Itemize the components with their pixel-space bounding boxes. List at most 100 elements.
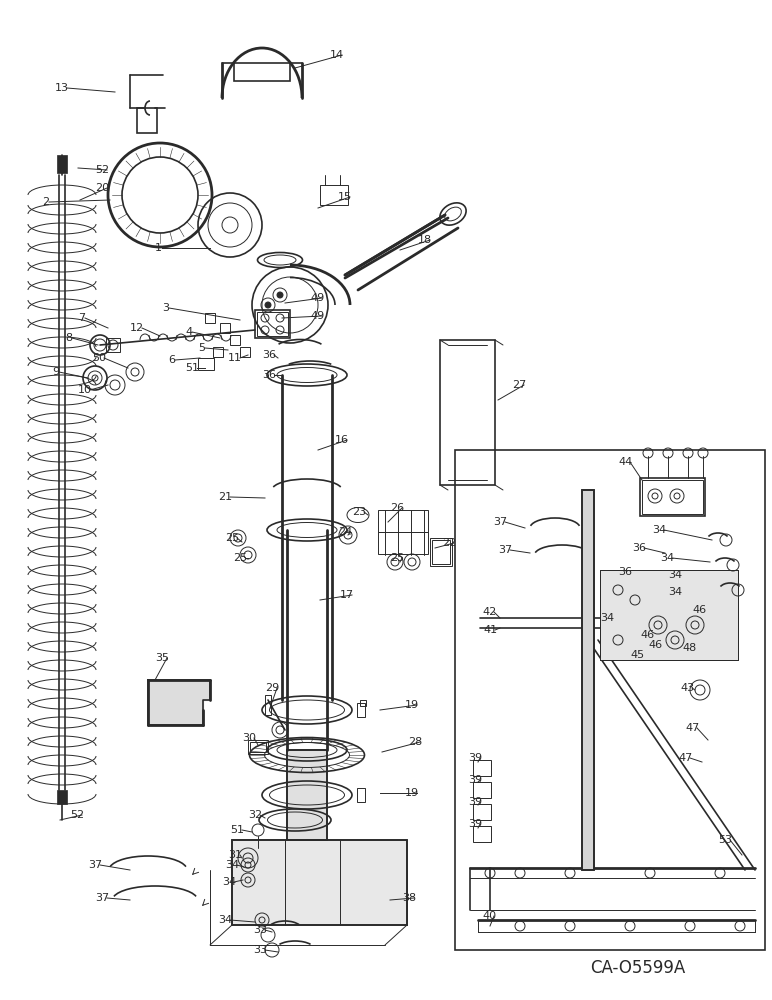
Text: 9: 9 — [52, 367, 59, 377]
Text: 16: 16 — [335, 435, 349, 445]
Text: 34: 34 — [225, 860, 239, 870]
Bar — [473, 826, 491, 842]
Bar — [600, 570, 738, 660]
Text: 17: 17 — [340, 590, 354, 600]
Text: 47: 47 — [685, 723, 699, 733]
Text: 39: 39 — [468, 775, 482, 785]
Bar — [642, 480, 703, 514]
Text: 31: 31 — [228, 850, 242, 860]
Text: 36: 36 — [632, 543, 646, 553]
Bar — [360, 700, 366, 706]
Text: 47: 47 — [678, 753, 692, 763]
Text: 51: 51 — [230, 825, 244, 835]
Text: 19: 19 — [405, 700, 419, 710]
Bar — [473, 782, 491, 798]
Text: 37: 37 — [95, 893, 109, 903]
Text: 39: 39 — [468, 753, 482, 763]
Text: 34: 34 — [668, 587, 682, 597]
Text: 3: 3 — [162, 303, 169, 313]
Text: 25: 25 — [225, 533, 239, 543]
Text: 23: 23 — [352, 507, 366, 517]
Text: 13: 13 — [55, 83, 69, 93]
Bar — [357, 788, 365, 802]
Text: 34: 34 — [218, 915, 232, 925]
Text: 37: 37 — [498, 545, 512, 555]
Text: 52: 52 — [95, 165, 109, 175]
Text: 5: 5 — [198, 343, 205, 353]
Text: 11: 11 — [228, 353, 242, 363]
Bar — [205, 313, 215, 323]
Bar — [106, 338, 120, 352]
Bar — [473, 804, 491, 820]
Text: 6: 6 — [168, 355, 175, 365]
Bar — [600, 570, 738, 660]
Text: 27: 27 — [512, 380, 527, 390]
Text: 34: 34 — [222, 877, 236, 887]
Text: 51: 51 — [185, 363, 199, 373]
Text: 38: 38 — [402, 893, 416, 903]
Text: 40: 40 — [482, 911, 496, 921]
Text: 37: 37 — [88, 860, 102, 870]
Text: 34: 34 — [652, 525, 666, 535]
Text: 33: 33 — [253, 925, 267, 935]
Bar — [287, 750, 327, 840]
Text: 4: 4 — [185, 327, 192, 337]
Text: 25: 25 — [390, 553, 404, 563]
Bar — [248, 740, 268, 754]
Text: 49: 49 — [310, 293, 324, 303]
Text: 12: 12 — [130, 323, 144, 333]
Text: 21: 21 — [218, 492, 232, 502]
Bar — [255, 310, 290, 338]
Text: 46: 46 — [648, 640, 662, 650]
Text: 48: 48 — [682, 643, 696, 653]
Text: 50: 50 — [92, 353, 106, 363]
Text: 20: 20 — [95, 183, 109, 193]
Text: 53: 53 — [718, 835, 732, 845]
Bar — [320, 185, 348, 205]
Bar — [432, 540, 450, 564]
Bar — [640, 478, 705, 516]
Bar — [57, 790, 67, 804]
Text: 52: 52 — [70, 810, 84, 820]
Bar — [357, 703, 365, 717]
Text: CA-O5599A: CA-O5599A — [590, 959, 686, 977]
Text: 32: 32 — [248, 810, 262, 820]
Bar — [455, 450, 765, 950]
Text: 44: 44 — [618, 457, 632, 467]
Text: 18: 18 — [418, 235, 432, 245]
Bar — [430, 538, 452, 566]
Text: 30: 30 — [242, 733, 256, 743]
Text: 25: 25 — [233, 553, 247, 563]
Text: 46: 46 — [692, 605, 706, 615]
Text: 7: 7 — [78, 313, 85, 323]
Text: 43: 43 — [680, 683, 694, 693]
Bar — [287, 750, 327, 840]
Text: 41: 41 — [483, 625, 497, 635]
Bar — [378, 510, 428, 532]
Text: 15: 15 — [338, 192, 352, 202]
Text: 36: 36 — [262, 370, 276, 380]
Bar — [230, 335, 240, 345]
Text: 49: 49 — [310, 311, 324, 321]
Text: 46: 46 — [640, 630, 654, 640]
Text: 45: 45 — [630, 650, 644, 660]
Text: 36: 36 — [618, 567, 632, 577]
Text: 14: 14 — [330, 50, 344, 60]
Bar — [257, 312, 288, 336]
Bar — [240, 347, 250, 357]
Bar — [440, 340, 495, 485]
Text: 34: 34 — [660, 553, 674, 563]
Bar — [582, 490, 594, 870]
Bar — [213, 347, 223, 357]
Text: 2: 2 — [42, 197, 49, 207]
Text: 35: 35 — [155, 653, 169, 663]
Text: 39: 39 — [468, 797, 482, 807]
Text: 36: 36 — [262, 350, 276, 360]
Text: 34: 34 — [668, 570, 682, 580]
Bar — [220, 323, 230, 333]
Text: 26: 26 — [390, 503, 404, 513]
Text: 24: 24 — [338, 527, 352, 537]
Text: 37: 37 — [493, 517, 507, 527]
Text: 42: 42 — [482, 607, 496, 617]
Text: 10: 10 — [78, 385, 92, 395]
